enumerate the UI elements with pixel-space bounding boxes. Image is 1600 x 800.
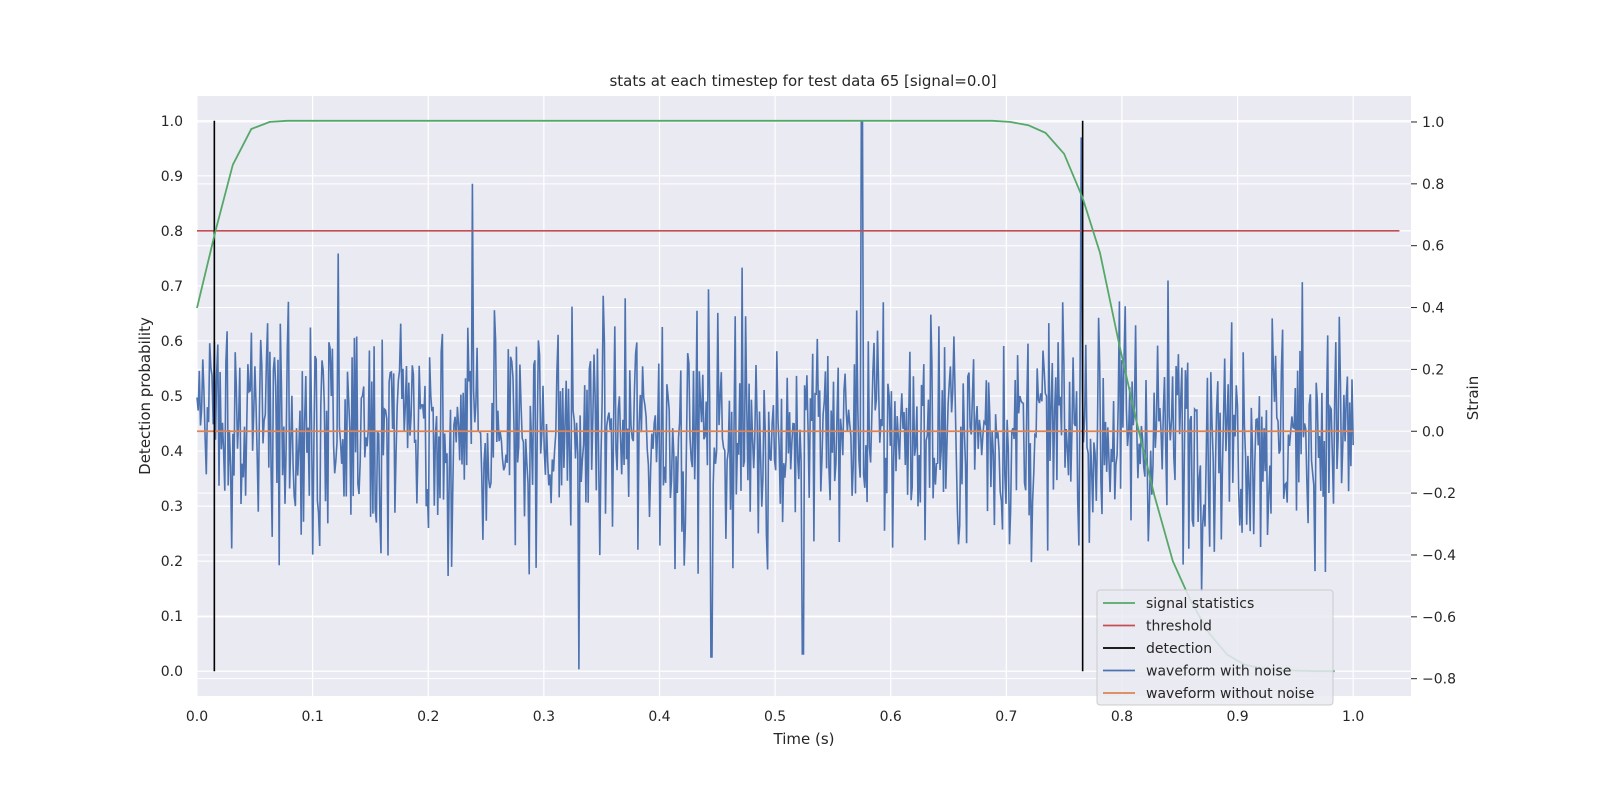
- x-tick-label: 0.7: [995, 709, 1017, 725]
- x-tick-label: 0.3: [533, 709, 555, 725]
- y2-tick-label: −0.6: [1422, 610, 1456, 626]
- y2-tick-label: −0.8: [1422, 672, 1456, 688]
- y-tick-label: 0.9: [161, 169, 183, 185]
- y-tick-label: 0.2: [161, 554, 183, 570]
- chart-title: stats at each timestep for test data 65 …: [609, 72, 996, 90]
- y-tick-label: 0.7: [161, 279, 183, 295]
- y2-axis-label: Strain: [1464, 376, 1482, 420]
- y-tick-label: 0.1: [161, 609, 183, 625]
- y2-tick-label: −0.2: [1422, 486, 1456, 502]
- legend-label: signal statistics: [1146, 596, 1254, 612]
- y-tick-label: 0.5: [161, 389, 183, 405]
- legend-label: waveform without noise: [1146, 686, 1314, 702]
- legend: signal statistics threshold detection wavef…: [1096, 589, 1334, 706]
- y2-tick-label: −0.4: [1422, 548, 1456, 564]
- y-axis-label: Detection probability: [136, 317, 154, 475]
- y2-tick-label: 0.6: [1422, 239, 1444, 255]
- y-tick-label: 0.3: [161, 499, 183, 515]
- x-tick-label: 0.6: [880, 709, 902, 725]
- y2-tick-label: 0.0: [1422, 424, 1444, 440]
- legend-box: [1096, 589, 1334, 706]
- y2-tick-label: 0.2: [1422, 362, 1444, 378]
- x-tick-label: 0.8: [1111, 709, 1133, 725]
- y2-tick-label: 1.0: [1422, 115, 1444, 131]
- y-tick-label: 0.0: [161, 664, 183, 680]
- legend-label: detection: [1146, 641, 1212, 657]
- y2-axis-ticks: −0.8 −0.6 −0.4 −0.2 0.0 0.2 0.4 0.6 0.8 1.0: [1411, 115, 1456, 688]
- y2-tick-label: 0.8: [1422, 177, 1444, 193]
- series-waveform-with-noise: [196, 121, 1354, 670]
- legend-label: threshold: [1146, 619, 1212, 635]
- x-tick-label: 0.1: [301, 709, 323, 725]
- y-tick-label: 0.6: [161, 334, 183, 350]
- y-tick-label: 0.8: [161, 224, 183, 240]
- waveform-with-noise-line: [196, 121, 1354, 670]
- y-tick-label: 1.0: [161, 114, 183, 130]
- y-tick-label: 0.4: [161, 444, 183, 460]
- x-tick-label: 0.4: [648, 709, 670, 725]
- x-axis-ticks: 0.0 0.1 0.2 0.3 0.4 0.5 0.6 0.7 0.8 0.9 1.0: [186, 709, 1364, 725]
- x-tick-label: 0.2: [417, 709, 439, 725]
- legend-label: waveform with noise: [1146, 664, 1291, 680]
- y2-tick-label: 0.4: [1422, 301, 1444, 317]
- x-tick-label: 0.9: [1226, 709, 1248, 725]
- x-tick-label: 0.5: [764, 709, 786, 725]
- series-detection: [213, 120, 1084, 672]
- x-tick-label: 0.0: [186, 709, 208, 725]
- y-axis-ticks: 0.0 0.1 0.2 0.3 0.4 0.5 0.6 0.7 0.8 0.9 1.0: [161, 114, 183, 680]
- x-axis-label: Time (s): [773, 730, 835, 748]
- x-tick-label: 1.0: [1342, 709, 1364, 725]
